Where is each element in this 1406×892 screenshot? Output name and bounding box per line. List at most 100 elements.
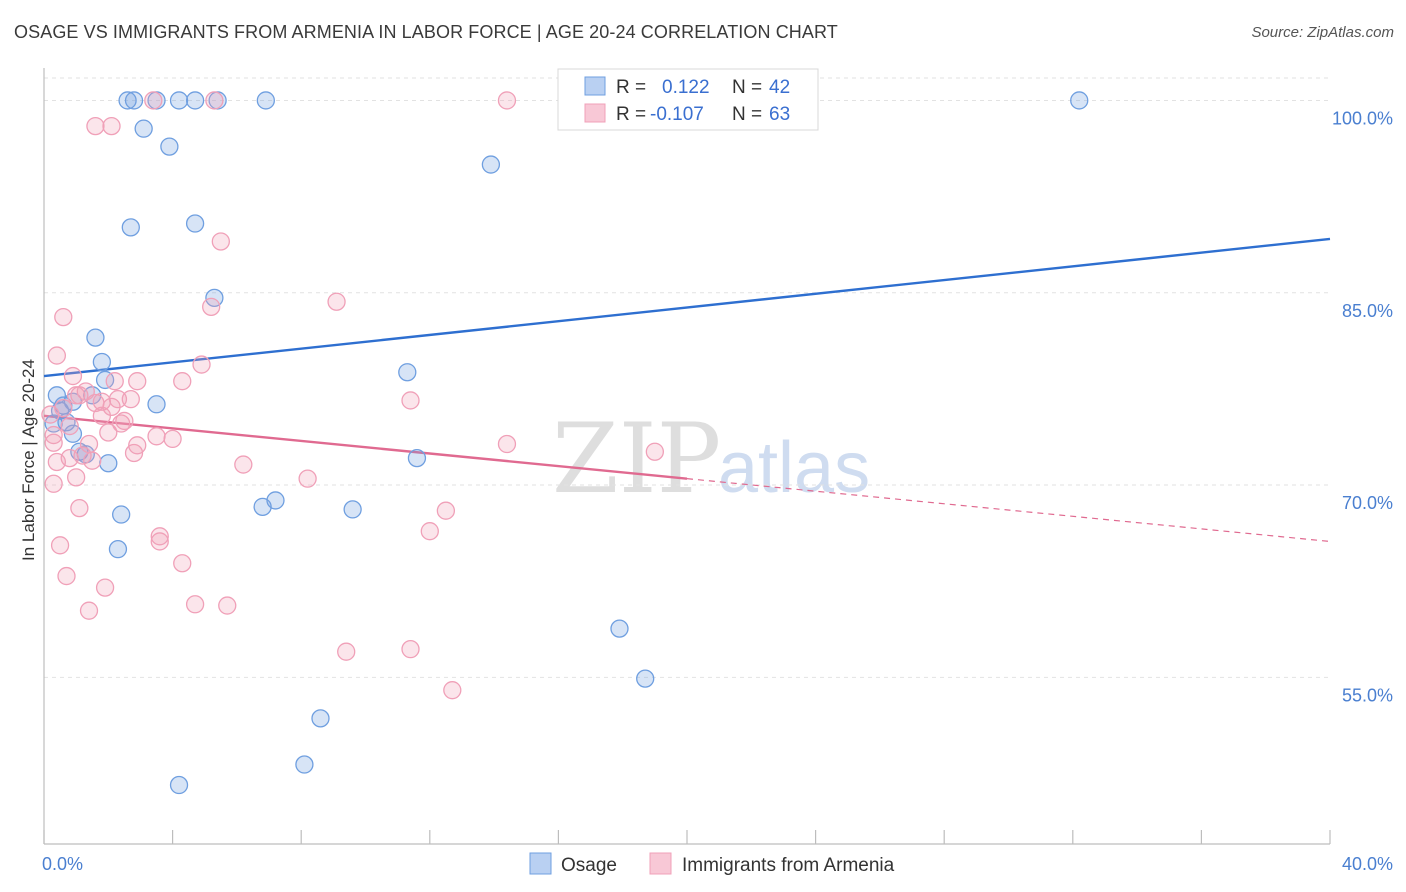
grid-lines: [44, 77, 1330, 678]
point-osage: [185, 214, 205, 233]
source-label: Source: ZipAtlas.com: [1251, 24, 1394, 41]
point-armenia: [99, 423, 118, 442]
y-axis-title: In Labor Force | Age 20-24: [19, 359, 38, 561]
point-osage: [295, 755, 314, 774]
point-osage: [343, 500, 362, 519]
point-armenia: [436, 501, 456, 520]
point-armenia: [67, 468, 86, 487]
y-tick-label: 55.0%: [1342, 685, 1393, 705]
point-armenia: [54, 398, 73, 418]
point-armenia: [83, 451, 102, 470]
axes: [43, 68, 1331, 845]
legend-box: R = 0.122 N = 42 R = -0.107 N = 63: [557, 68, 819, 131]
bottom-legend-swatch-osage: [529, 852, 552, 875]
point-armenia: [128, 436, 147, 455]
point-armenia: [420, 522, 439, 541]
point-armenia: [79, 601, 99, 620]
point-osage: [256, 91, 275, 110]
point-armenia: [60, 416, 79, 436]
trend-line-osage: [43, 237, 1331, 378]
point-osage: [50, 401, 70, 420]
point-armenia: [73, 446, 92, 465]
point-armenia: [128, 372, 147, 391]
point-armenia: [115, 411, 134, 431]
point-osage: [398, 363, 417, 382]
point-armenia: [92, 392, 112, 411]
point-armenia: [47, 346, 67, 365]
point-armenia: [401, 639, 420, 659]
point-armenia: [211, 232, 230, 251]
legend-r-label-1: R =: [616, 77, 646, 98]
point-osage: [169, 91, 189, 110]
point-armenia: [192, 355, 211, 374]
point-armenia: [102, 116, 121, 136]
point-osage: [121, 218, 140, 237]
point-armenia: [70, 498, 89, 518]
point-armenia: [44, 425, 63, 445]
point-armenia: [86, 116, 105, 136]
point-osage: [124, 91, 144, 110]
watermark-atlas: atlas: [718, 428, 870, 508]
x-tick-label: 0.0%: [42, 854, 83, 874]
point-armenia: [63, 366, 83, 386]
point-armenia: [218, 596, 237, 615]
point-osage: [169, 775, 189, 795]
point-armenia: [54, 307, 73, 327]
point-armenia: [443, 681, 462, 700]
legend-n-value-1: 42: [769, 77, 790, 98]
point-osage: [185, 91, 205, 110]
point-armenia: [57, 566, 76, 586]
point-armenia: [95, 578, 115, 597]
point-armenia: [173, 554, 192, 573]
point-armenia: [327, 292, 346, 311]
point-osage: [610, 619, 629, 638]
point-armenia: [497, 434, 517, 454]
point-armenia: [44, 433, 63, 452]
legend-swatch-armenia: [584, 103, 606, 123]
point-osage: [1070, 91, 1089, 110]
point-osage: [118, 91, 137, 110]
bottom-legend-swatch-armenia: [649, 852, 672, 875]
point-armenia: [205, 91, 224, 110]
point-armenia: [150, 527, 169, 546]
legend-n-label-1: N =: [732, 77, 762, 98]
point-osage: [160, 137, 179, 156]
point-osage: [92, 352, 112, 372]
point-armenia: [497, 91, 517, 110]
trend-line-armenia: [43, 414, 688, 480]
point-osage: [99, 454, 118, 473]
trend-lines: [43, 237, 1331, 543]
legend-n-value-2: 63: [769, 104, 790, 125]
legend-n-label-2: N =: [732, 104, 762, 125]
point-osage: [481, 155, 501, 174]
watermark-zip: ZIP: [552, 403, 721, 515]
point-osage: [147, 395, 166, 414]
point-armenia: [173, 372, 192, 391]
point-armenia: [79, 434, 99, 454]
point-armenia: [645, 442, 664, 461]
bottom-legend-osage: Osage: [561, 855, 617, 876]
point-osage: [108, 539, 128, 559]
point-armenia: [50, 536, 70, 555]
point-osage: [112, 505, 131, 524]
point-armenia: [121, 390, 140, 409]
point-osage: [407, 448, 427, 468]
point-armenia: [112, 414, 131, 433]
point-armenia: [144, 91, 163, 110]
point-armenia: [150, 532, 169, 551]
point-armenia: [234, 455, 253, 474]
bottom-legend-armenia: Immigrants from Armenia: [682, 855, 895, 876]
point-osage: [636, 669, 655, 688]
point-armenia: [185, 595, 205, 614]
legend-swatch-osage: [584, 76, 606, 96]
chart-title: OSAGE VS IMMIGRANTS FROM ARMENIA IN LABO…: [14, 22, 838, 42]
point-armenia: [401, 391, 420, 410]
point-armenia: [163, 429, 182, 449]
point-armenia: [202, 297, 221, 317]
trend-line-armenia-extrapolated: [686, 478, 1331, 543]
x-tick-label: 40.0%: [1342, 854, 1393, 874]
point-osage: [95, 370, 115, 390]
legend-r-label-2: R =: [616, 104, 646, 125]
y-tick-label: 100.0%: [1332, 108, 1393, 128]
point-armenia: [70, 386, 89, 405]
